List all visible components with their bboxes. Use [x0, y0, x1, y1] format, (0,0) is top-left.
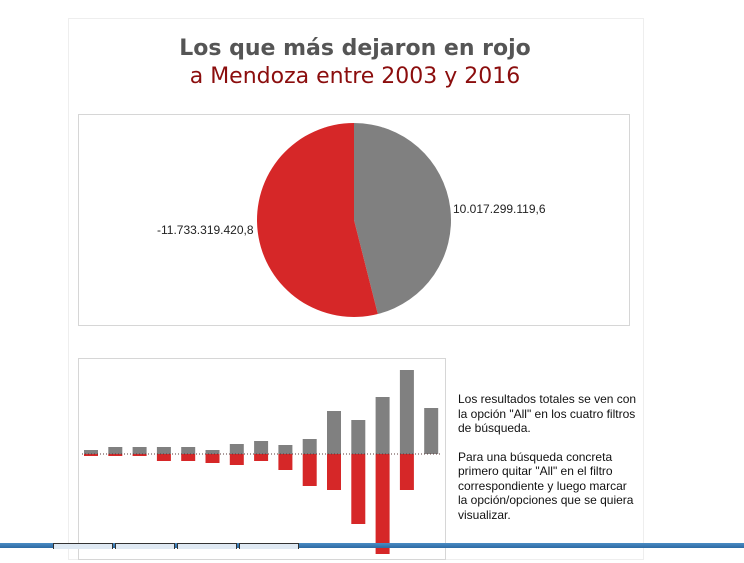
title-line2: a Mendoza entre 2003 y 2016	[189, 64, 521, 89]
bar-negative[interactable]	[205, 454, 220, 463]
taskbar-tab[interactable]	[53, 543, 113, 549]
bar-negative[interactable]	[254, 454, 269, 461]
bar-negative[interactable]	[375, 454, 390, 554]
bar-chart	[82, 370, 442, 554]
bar-negative[interactable]	[229, 454, 244, 465]
instructions-p2: Para una búsqueda concreta primero quita…	[458, 449, 634, 522]
bar-positive[interactable]	[156, 447, 171, 454]
bar-negative[interactable]	[132, 454, 147, 456]
instructions-p1: Los resultados totales se ven con la opc…	[458, 392, 637, 435]
bar-negative[interactable]	[399, 454, 414, 490]
taskbar	[0, 543, 744, 548]
bar-negative[interactable]	[108, 454, 123, 456]
bar-chart-panel	[78, 358, 446, 560]
pie-slice-negative[interactable]	[257, 123, 378, 317]
bar-positive[interactable]	[302, 439, 317, 454]
bar-negative[interactable]	[302, 454, 317, 486]
bar-negative[interactable]	[84, 454, 98, 456]
taskbar-tab[interactable]	[115, 543, 175, 549]
pie-label-positive: 10.017.299.119,6	[453, 202, 546, 216]
bar-positive[interactable]	[108, 447, 123, 454]
instructions-text: Los resultados totales se ven con la opc…	[458, 392, 638, 536]
pie-chart	[257, 123, 451, 317]
bar-positive[interactable]	[254, 441, 269, 454]
bar-positive[interactable]	[229, 444, 244, 454]
pie-slice-positive[interactable]	[354, 123, 451, 315]
bar-positive[interactable]	[132, 447, 147, 454]
bar-positive[interactable]	[278, 445, 293, 454]
bar-positive[interactable]	[181, 447, 196, 454]
title-line1: Los que más dejaron en rojo	[179, 36, 531, 61]
bar-negative[interactable]	[327, 454, 341, 490]
bar-positive[interactable]	[205, 450, 220, 454]
bar-positive[interactable]	[399, 370, 414, 454]
bar-positive[interactable]	[375, 397, 390, 454]
taskbar-tab[interactable]	[239, 543, 299, 549]
pie-label-negative: -11.733.319.420,8	[157, 223, 254, 237]
bar-positive[interactable]	[84, 450, 98, 454]
taskbar-tab[interactable]	[177, 543, 237, 549]
bar-negative[interactable]	[351, 454, 366, 524]
bar-positive[interactable]	[327, 411, 341, 454]
bar-positive[interactable]	[424, 408, 439, 454]
bar-negative[interactable]	[278, 454, 293, 470]
bar-negative[interactable]	[156, 454, 171, 461]
bar-positive[interactable]	[351, 420, 366, 454]
bar-negative[interactable]	[181, 454, 196, 461]
pie-chart-panel: 10.017.299.119,6 -11.733.319.420,8	[78, 114, 630, 326]
